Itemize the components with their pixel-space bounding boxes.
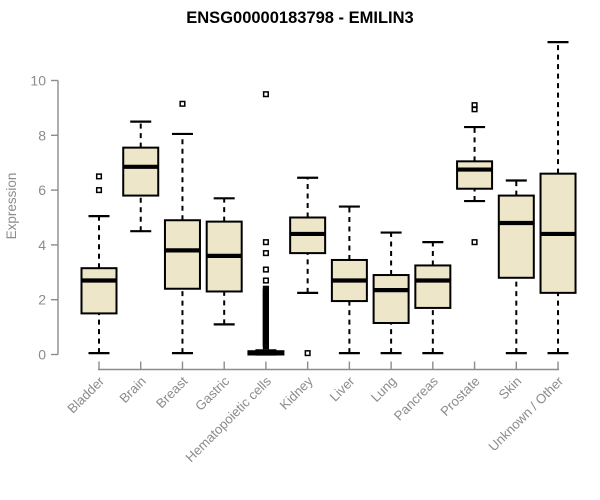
x-tick-label: Liver bbox=[327, 373, 358, 404]
box-lung bbox=[372, 231, 410, 355]
y-tick-label: 0 bbox=[38, 347, 46, 363]
y-tick-label: 4 bbox=[38, 237, 46, 253]
y-tick-label: 10 bbox=[30, 73, 46, 89]
y-axis-title: Expression bbox=[4, 173, 19, 240]
y-tick-label: 6 bbox=[38, 182, 46, 198]
x-tick-label: Lung bbox=[368, 374, 399, 405]
y-axis: 0 2 4 6 8 10 Expression bbox=[4, 73, 59, 363]
x-tick-label: Breast bbox=[153, 373, 191, 411]
box-unknown-other bbox=[539, 41, 577, 355]
outlier-point bbox=[95, 173, 103, 180]
box-bladder bbox=[80, 173, 118, 355]
iqr-box bbox=[163, 219, 201, 290]
iqr-box bbox=[414, 264, 452, 309]
x-tick-label: Brain bbox=[116, 374, 148, 406]
iqr-box bbox=[80, 267, 118, 315]
box-breast bbox=[163, 100, 201, 355]
box-liver bbox=[330, 205, 368, 355]
outlier-point bbox=[304, 350, 311, 357]
iqr-box bbox=[497, 194, 535, 279]
outlier-point bbox=[179, 100, 186, 107]
x-tick-label: Bladder bbox=[64, 373, 107, 416]
box-pancreas bbox=[414, 241, 452, 355]
x-tick-label: Pancreas bbox=[391, 373, 441, 423]
x-tick-label: Skin bbox=[496, 374, 525, 403]
outlier-point bbox=[95, 187, 103, 194]
outlier-point bbox=[262, 250, 269, 257]
box-kidney bbox=[289, 176, 327, 357]
outlier-point bbox=[471, 102, 478, 109]
box-prostate bbox=[456, 102, 494, 246]
outlier-point bbox=[262, 91, 269, 98]
box-brain bbox=[122, 120, 160, 233]
iqr-box bbox=[122, 146, 160, 197]
plot-layer: 0 2 4 6 8 10 Expression Bladder Brain Breast Gastr… bbox=[4, 41, 577, 465]
outlier-point bbox=[262, 239, 269, 246]
chart-title: ENSG00000183798 - EMILIN3 bbox=[186, 9, 413, 27]
x-tick-label: Gastric bbox=[192, 373, 232, 413]
box-hematopoietic-cells bbox=[247, 91, 285, 356]
x-tick-label: Unknown / Other bbox=[486, 373, 567, 454]
y-tick-label: 8 bbox=[38, 127, 46, 143]
y-tick-label: 2 bbox=[38, 292, 46, 308]
outlier-point bbox=[262, 277, 269, 284]
box-gastric bbox=[205, 197, 243, 326]
x-tick-label: Prostate bbox=[437, 374, 482, 419]
outlier-point bbox=[471, 239, 478, 246]
x-tick-label: Kidney bbox=[277, 373, 316, 412]
box-skin bbox=[497, 179, 535, 355]
outlier-point bbox=[262, 285, 269, 292]
iqr-box bbox=[372, 274, 410, 324]
iqr-box bbox=[456, 160, 494, 190]
outlier-point bbox=[262, 266, 269, 273]
